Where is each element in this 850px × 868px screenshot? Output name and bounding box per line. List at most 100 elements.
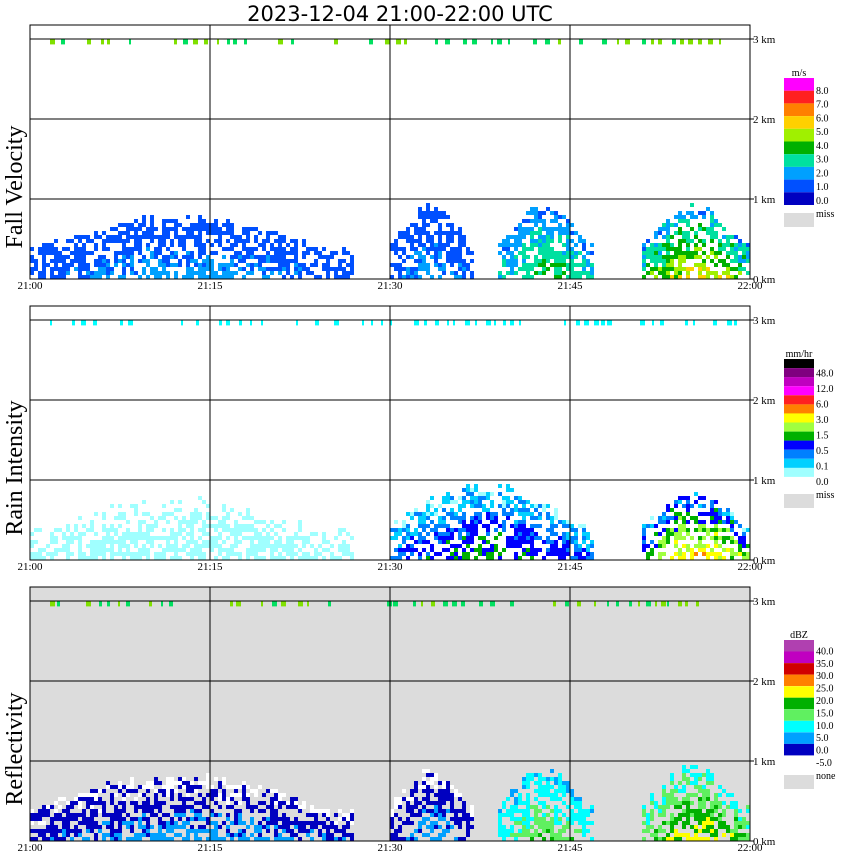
echo-cell bbox=[206, 524, 210, 528]
echo-cell bbox=[262, 271, 266, 275]
echo-cell bbox=[502, 500, 506, 504]
echo-cell bbox=[178, 797, 182, 801]
echo-cell bbox=[538, 781, 542, 785]
cloud-echo-cell bbox=[193, 39, 198, 45]
echo-cell bbox=[246, 231, 250, 235]
echo-cell bbox=[126, 544, 130, 548]
echo-cell bbox=[202, 520, 206, 524]
echo-cell bbox=[422, 267, 426, 271]
echo-cell bbox=[454, 809, 458, 813]
echo-cell bbox=[226, 817, 230, 821]
echo-cell bbox=[706, 227, 710, 231]
echo-cell bbox=[106, 833, 110, 837]
echo-cell bbox=[178, 243, 182, 247]
echo-cell bbox=[642, 544, 646, 548]
legend-label: 4.0 bbox=[816, 141, 829, 152]
echo-cell bbox=[138, 520, 142, 524]
echo-cell bbox=[74, 825, 78, 829]
echo-cell bbox=[134, 805, 138, 809]
echo-cell bbox=[222, 231, 226, 235]
echo-cell bbox=[222, 821, 226, 825]
echo-cell bbox=[678, 496, 682, 500]
echo-cell bbox=[94, 793, 98, 797]
echo-cell bbox=[178, 500, 182, 504]
echo-cell bbox=[226, 528, 230, 532]
echo-cell bbox=[702, 215, 706, 219]
echo-cell bbox=[198, 500, 202, 504]
echo-cell bbox=[426, 508, 430, 512]
time-tick-label: 21:15 bbox=[197, 842, 223, 854]
echo-cell bbox=[66, 821, 70, 825]
echo-cell bbox=[430, 813, 434, 817]
echo-cell bbox=[98, 548, 102, 552]
echo-cell bbox=[338, 817, 342, 821]
echo-cell bbox=[738, 837, 742, 841]
echo-cell bbox=[302, 825, 306, 829]
echo-cell bbox=[114, 785, 118, 789]
echo-cell bbox=[286, 544, 290, 548]
echo-cell bbox=[182, 536, 186, 540]
echo-cell bbox=[546, 504, 550, 508]
echo-cell bbox=[510, 508, 514, 512]
echo-cell bbox=[562, 801, 566, 805]
echo-cell bbox=[434, 219, 438, 223]
echo-cell bbox=[714, 500, 718, 504]
echo-cell bbox=[434, 263, 438, 267]
echo-cell bbox=[254, 556, 258, 560]
echo-cell bbox=[430, 520, 434, 524]
plot-frame bbox=[29, 305, 751, 561]
echo-cell bbox=[674, 251, 678, 255]
echo-cell bbox=[122, 223, 126, 227]
echo-cell bbox=[246, 552, 250, 556]
echo-cell bbox=[70, 817, 74, 821]
echo-cell bbox=[346, 544, 350, 548]
echo-cell bbox=[70, 801, 74, 805]
echo-cell bbox=[542, 251, 546, 255]
echo-cell bbox=[218, 239, 222, 243]
echo-cell bbox=[434, 508, 438, 512]
echo-cell bbox=[582, 271, 586, 275]
echo-cell bbox=[162, 837, 166, 841]
echo-cell bbox=[86, 271, 90, 275]
echo-cell bbox=[694, 492, 698, 496]
echo-cell bbox=[174, 809, 178, 813]
echo-cell bbox=[50, 825, 54, 829]
echo-cell bbox=[438, 540, 442, 544]
echo-cell bbox=[526, 263, 530, 267]
echo-cell bbox=[278, 251, 282, 255]
cloud-echo-cell bbox=[244, 39, 247, 45]
echo-cell bbox=[94, 548, 98, 552]
echo-cell bbox=[234, 813, 238, 817]
echo-cell bbox=[706, 773, 710, 777]
echo-cell bbox=[206, 829, 210, 833]
echo-cell bbox=[438, 524, 442, 528]
echo-cell bbox=[486, 524, 490, 528]
echo-cell bbox=[426, 251, 430, 255]
echo-cell bbox=[342, 271, 346, 275]
echo-cell bbox=[746, 552, 750, 556]
echo-cell bbox=[590, 552, 594, 556]
echo-cell bbox=[446, 789, 450, 793]
echo-cell bbox=[106, 540, 110, 544]
echo-cell bbox=[214, 251, 218, 255]
echo-cell bbox=[518, 239, 522, 243]
echo-cell bbox=[54, 540, 58, 544]
echo-cell bbox=[682, 496, 686, 500]
echo-cell bbox=[690, 781, 694, 785]
echo-cell bbox=[718, 275, 722, 279]
echo-cell bbox=[118, 524, 122, 528]
echo-cell bbox=[674, 785, 678, 789]
echo-cell bbox=[474, 512, 478, 516]
echo-cell bbox=[186, 540, 190, 544]
echo-cell bbox=[558, 251, 562, 255]
echo-cell bbox=[162, 227, 166, 231]
echo-cell bbox=[198, 508, 202, 512]
legend-swatch bbox=[784, 368, 814, 378]
echo-cell bbox=[318, 251, 322, 255]
echo-cell bbox=[266, 805, 270, 809]
height-tick-label: 1 km bbox=[753, 756, 776, 768]
echo-cell bbox=[186, 544, 190, 548]
echo-cell bbox=[58, 548, 62, 552]
echo-cell bbox=[666, 504, 670, 508]
echo-cell bbox=[666, 259, 670, 263]
